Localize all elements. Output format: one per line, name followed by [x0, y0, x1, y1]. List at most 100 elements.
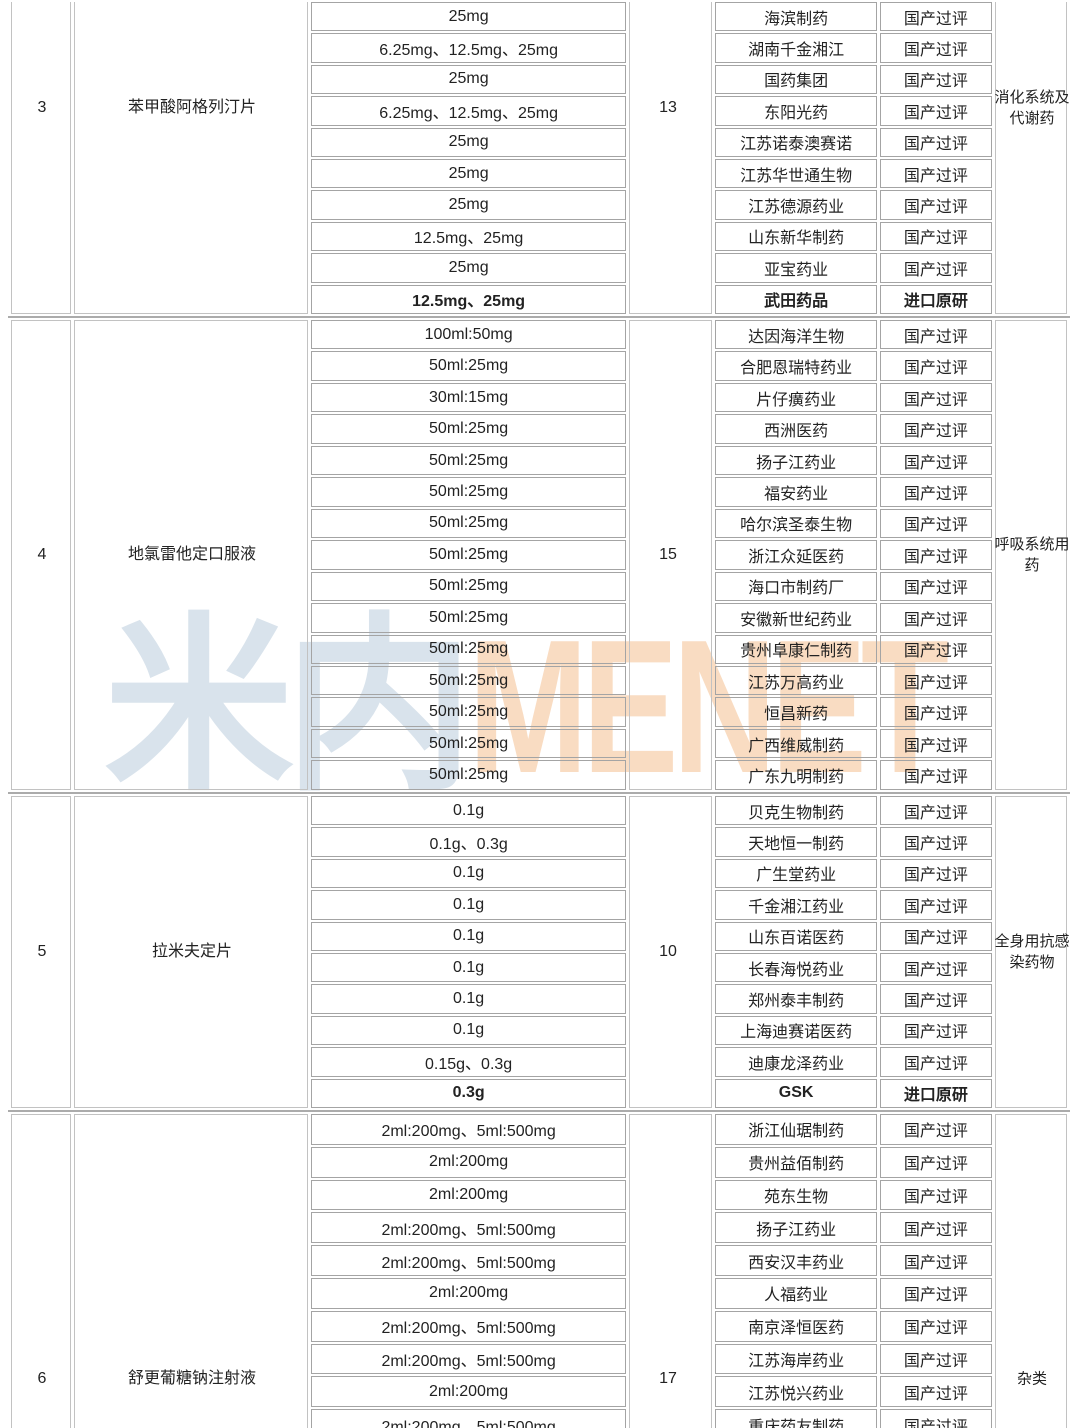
- table-row: 2ml:200mg 江苏悦兴药业 国产过评: [11, 1376, 1067, 1408]
- table-row: 12.5mg、25mg 武田药品 进口原研: [11, 284, 1067, 314]
- spec-cell: 2ml:200mg、5ml:500mg: [310, 1409, 627, 1428]
- spec-cell: 50ml:25mg: [310, 760, 627, 790]
- spec-cell: 0.1g: [310, 952, 627, 983]
- drug-name-label: 拉米夫定片: [151, 942, 232, 960]
- company-cell: 合肥恩瑞特药业: [714, 351, 878, 381]
- spec-cell: 50ml:25mg: [310, 728, 627, 759]
- status-cell: 国产过评: [880, 1376, 992, 1408]
- count-cell: [629, 2, 712, 314]
- spec-cell: 50ml:25mg: [310, 445, 627, 476]
- company-count-label: 13: [659, 98, 677, 116]
- drug-group-section-4: 100ml:50mg 达因海洋生物 国产过评 50ml:25mg 合肥恩瑞特药业 国产过评…: [8, 318, 1070, 792]
- company-cell: 江苏德源药业: [714, 190, 878, 220]
- company-cell: 长春海悦药业: [714, 952, 878, 983]
- spec-cell: 0.1g: [310, 796, 627, 826]
- status-cell: 国产过评: [880, 477, 992, 507]
- company-cell: 南京泽恒医药: [714, 1310, 878, 1342]
- drug-name-cell: [74, 320, 308, 790]
- spec-cell: 25mg: [310, 2, 627, 32]
- drug-name-label: 舒更葡糖钠注射液: [127, 1369, 256, 1387]
- section-divider: [8, 792, 1070, 794]
- company-cell: 达因海洋生物: [714, 320, 878, 350]
- status-cell: 国产过评: [880, 760, 992, 790]
- spec-cell: 2ml:200mg: [310, 1179, 627, 1211]
- company-cell: 武田药品: [714, 284, 878, 314]
- status-cell: 国产过评: [880, 1409, 992, 1428]
- status-cell: 国产过评: [880, 2, 992, 32]
- company-cell: 浙江仙琚制药: [714, 1114, 878, 1145]
- spec-cell: 2ml:200mg: [310, 1146, 627, 1178]
- spec-cell: 6.25mg、12.5mg、25mg: [310, 96, 627, 126]
- spec-cell: 2ml:200mg、5ml:500mg: [310, 1114, 627, 1145]
- table-row: 2ml:200mg、5ml:500mg 西安汉丰药业 国产过评: [11, 1245, 1067, 1276]
- category-cell: [994, 320, 1067, 790]
- status-cell: 国产过评: [880, 445, 992, 476]
- category-label: 呼吸系统用药: [994, 536, 1070, 574]
- table-row: 25mg 海滨制药 国产过评: [11, 2, 1067, 314]
- table-row: 50ml:25mg 海口市制药厂 国产过评: [11, 571, 1067, 602]
- spec-cell: 50ml:25mg: [310, 351, 627, 381]
- row-number-cell: [11, 1114, 72, 1428]
- company-cell: 江苏万高药业: [714, 665, 878, 696]
- spec-cell: 0.1g: [310, 1015, 627, 1046]
- drug-name-cell: [74, 1114, 308, 1428]
- count-cell: [629, 796, 712, 1108]
- status-cell: 国产过评: [880, 827, 992, 857]
- company-cell: 贵州益佰制药: [714, 1146, 878, 1178]
- company-cell: 福安药业: [714, 477, 878, 507]
- status-cell: 国产过评: [880, 253, 992, 283]
- row-number-label: 4: [37, 545, 47, 563]
- company-cell: 恒昌新药: [714, 697, 878, 727]
- company-cell: 天地恒一制药: [714, 827, 878, 857]
- drug-group-table-6: 2ml:200mg、5ml:500mg 浙江仙琚制药国产过评 2ml:200mg 贵州…: [8, 1112, 1070, 1428]
- spec-cell: 2ml:200mg: [310, 1376, 627, 1408]
- category-label: 全身用抗感染药物: [994, 933, 1070, 971]
- spec-cell: 50ml:25mg: [310, 571, 627, 602]
- company-cell: 迪康龙泽药业: [714, 1047, 878, 1077]
- table-row: 50ml:25mg 安徽新世纪药业 国产过评: [11, 603, 1067, 633]
- table-row: 0.1g 长春海悦药业 国产过评: [11, 952, 1067, 983]
- status-cell: 国产过评: [880, 890, 992, 920]
- spec-cell: 50ml:25mg: [310, 665, 627, 696]
- company-count-label: 15: [659, 545, 677, 563]
- status-cell: 国产过评: [880, 1179, 992, 1211]
- status-cell: 国产过评: [880, 796, 992, 826]
- spec-cell: 2ml:200mg、5ml:500mg: [310, 1245, 627, 1276]
- spec-cell: 12.5mg、25mg: [310, 221, 627, 252]
- section-divider: [8, 1110, 1070, 1112]
- spec-cell: 50ml:25mg: [310, 414, 627, 444]
- status-cell: 国产过评: [880, 952, 992, 983]
- drug-evaluation-table: 25mg 海滨制药 国产过评 6.25mg、12.5mg、25mg 湖南千金湘江 国产过评…: [8, 0, 1070, 1428]
- table-row: 2ml:200mg、5ml:500mg 扬子江药业 国产过评: [11, 1212, 1067, 1244]
- drug-group-section-5: 0.1g 贝克生物制药 国产过评 0.1g、0.3g 天地恒一制药 国产过评 0.1g 广生堂…: [8, 794, 1070, 1110]
- status-cell: 国产过评: [880, 351, 992, 381]
- drug-name-label: 地氯雷他定口服液: [127, 545, 256, 563]
- table-row: 50ml:25mg 浙江众延医药 国产过评: [11, 540, 1067, 570]
- company-cell: 苑东生物: [714, 1179, 878, 1211]
- status-cell: 国产过评: [880, 665, 992, 696]
- spec-cell: 25mg: [310, 64, 627, 95]
- table-row: 100ml:50mg 达因海洋生物 国产过评: [11, 320, 1067, 790]
- spec-cell: 25mg: [310, 190, 627, 220]
- status-cell: 国产过评: [880, 728, 992, 759]
- row-number-label: 5: [37, 942, 47, 960]
- table-row: 2ml:200mg 人福药业 国产过评: [11, 1277, 1067, 1309]
- spec-cell: 50ml:25mg: [310, 477, 627, 507]
- table-row: 0.1g、0.3g 天地恒一制药 国产过评: [11, 827, 1067, 857]
- spec-cell: 2ml:200mg、5ml:500mg: [310, 1212, 627, 1244]
- count-cell: [629, 320, 712, 790]
- status-cell: 国产过评: [880, 320, 992, 350]
- table-row: 50ml:25mg 广东九明制药 国产过评: [11, 760, 1067, 790]
- spec-cell: 50ml:25mg: [310, 634, 627, 664]
- company-cell: 扬子江药业: [714, 445, 878, 476]
- spec-cell: 25mg: [310, 158, 627, 189]
- row-number-cell: [11, 796, 72, 1108]
- company-cell: 哈尔滨圣泰生物: [714, 508, 878, 539]
- row-number-label: 3: [37, 98, 47, 116]
- company-count-label: 17: [659, 1369, 677, 1387]
- table-row: 6.25mg、12.5mg、25mg 湖南千金湘江 国产过评: [11, 33, 1067, 63]
- spec-cell: 2ml:200mg、5ml:500mg: [310, 1343, 627, 1375]
- status-cell: 国产过评: [880, 221, 992, 252]
- table-row: 50ml:25mg 合肥恩瑞特药业 国产过评: [11, 351, 1067, 381]
